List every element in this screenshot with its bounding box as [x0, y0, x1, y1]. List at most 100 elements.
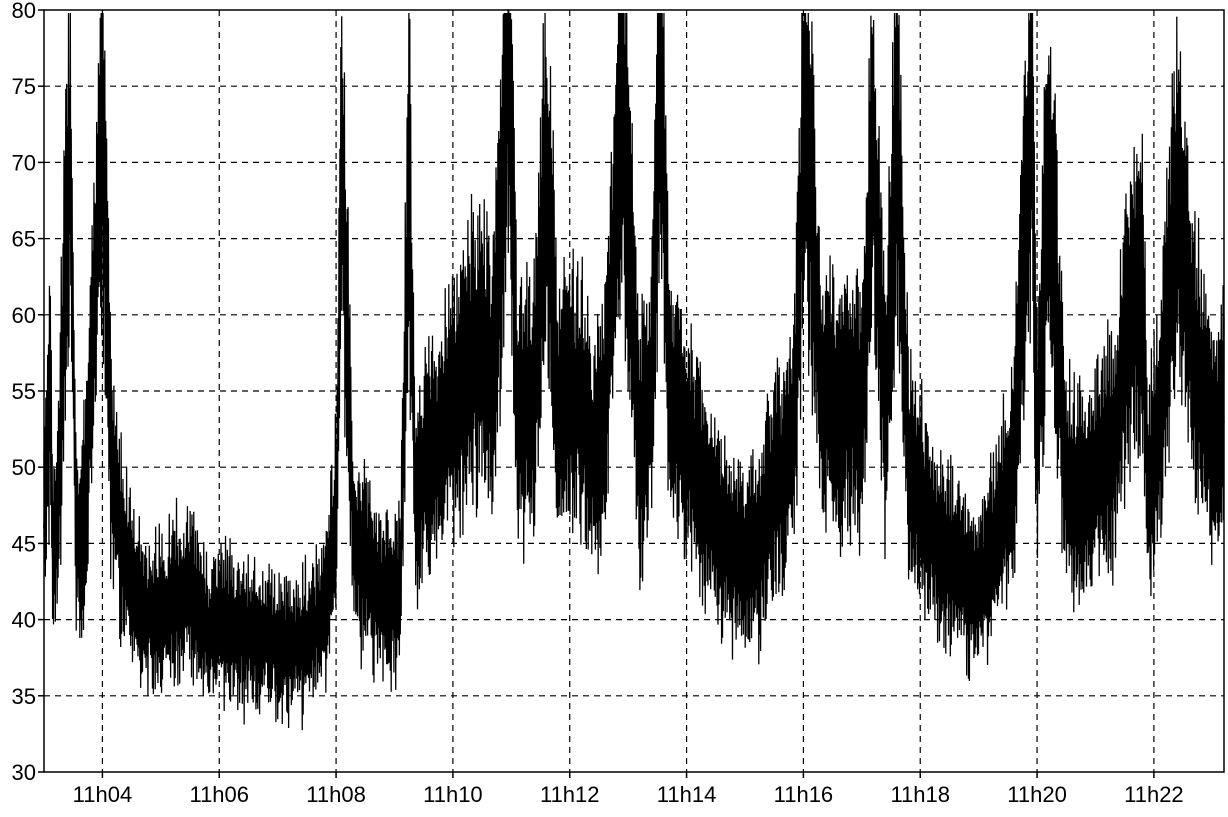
series-point	[154, 619, 156, 621]
x-tick-label: 11h06	[189, 782, 249, 807]
series-point	[137, 604, 139, 606]
x-tick-label: 11h20	[1007, 782, 1067, 807]
series-point	[794, 421, 796, 423]
x-tick-label: 11h08	[306, 782, 366, 807]
series-point	[312, 634, 314, 636]
y-tick-label: 80	[12, 0, 36, 23]
series-point	[592, 451, 594, 453]
series-point	[1048, 162, 1050, 164]
series-point	[668, 390, 670, 392]
y-tick-label: 35	[12, 684, 36, 709]
x-tick-label: 11h14	[657, 782, 717, 807]
series-point	[692, 451, 694, 453]
series-point	[1030, 85, 1032, 87]
series-point	[773, 482, 775, 484]
series-point	[440, 436, 442, 438]
series-point	[423, 466, 425, 468]
series-point	[1101, 466, 1103, 468]
series-point	[960, 573, 962, 575]
series-point	[680, 421, 682, 423]
y-tick-label: 75	[12, 74, 36, 99]
series-point	[651, 390, 653, 392]
series-point	[242, 634, 244, 636]
series-point	[207, 634, 209, 636]
series-point	[820, 390, 822, 392]
y-tick-label: 45	[12, 531, 36, 556]
series-point	[1065, 482, 1067, 484]
series-point	[353, 543, 355, 545]
series-point	[172, 604, 174, 606]
y-tick-label: 70	[12, 150, 36, 175]
series-point	[90, 390, 92, 392]
x-tick-layer: 11h04 11h06 11h08 11h10 11h12 11h14 11h16 11h18…	[73, 772, 1184, 807]
series-point	[1036, 436, 1038, 438]
series-point	[919, 497, 921, 499]
series-point	[110, 466, 112, 468]
series-point	[458, 390, 460, 392]
series-point	[324, 604, 326, 606]
y-tick-layer: 30 35 40 45 50 55 60 65 70 75 80	[12, 0, 44, 785]
series-point	[659, 24, 661, 26]
series-point	[1013, 466, 1015, 468]
series-point	[1112, 451, 1114, 453]
series-point	[81, 543, 83, 545]
series-point	[855, 390, 857, 392]
x-tick-label: 11h04	[73, 782, 133, 807]
series-layer	[43, 9, 1225, 730]
series-point	[838, 405, 840, 407]
series-point	[1159, 421, 1161, 423]
series-point	[1130, 314, 1132, 316]
x-tick-label: 11h22	[1124, 782, 1184, 807]
series-point	[189, 588, 191, 590]
y-tick-label: 40	[12, 608, 36, 633]
series-point	[122, 543, 124, 545]
series-point	[64, 284, 66, 286]
series-point	[52, 558, 54, 560]
series-point	[408, 177, 410, 179]
series-point	[995, 543, 997, 545]
series-point	[937, 543, 939, 545]
series-point	[58, 497, 60, 499]
series-point	[69, 146, 71, 148]
x-tick-label: 11h18	[890, 782, 950, 807]
series-point	[75, 543, 77, 545]
series-point	[873, 146, 875, 148]
series-point	[1176, 192, 1178, 194]
series-point	[388, 604, 390, 606]
series-point	[978, 588, 980, 590]
series-point	[1194, 360, 1196, 362]
series-point	[808, 162, 810, 164]
series-point	[502, 192, 504, 194]
series-point	[733, 543, 735, 545]
series-point	[370, 573, 372, 575]
series-point	[756, 558, 758, 560]
series-point	[803, 131, 805, 133]
series-point	[709, 512, 711, 514]
series-point	[604, 421, 606, 423]
series-point	[335, 527, 337, 529]
series-point	[622, 85, 624, 87]
series-point	[569, 390, 571, 392]
series-point	[265, 634, 267, 636]
series-point	[1083, 497, 1085, 499]
x-tick-label: 11h16	[774, 782, 834, 807]
series-point	[546, 162, 548, 164]
x-tick-label: 11h10	[423, 782, 483, 807]
series-point	[289, 649, 291, 651]
y-tick-label: 30	[12, 760, 36, 785]
series-point	[785, 466, 787, 468]
series-point	[861, 421, 863, 423]
series-point	[1141, 268, 1143, 270]
series-point	[475, 344, 477, 346]
series-point	[400, 588, 402, 590]
series-point	[908, 466, 910, 468]
series-point	[557, 405, 559, 407]
y-tick-label: 65	[12, 227, 36, 252]
series-point	[896, 116, 898, 118]
series-point	[49, 360, 51, 362]
y-tick-label: 50	[12, 455, 36, 480]
y-tick-label: 60	[12, 303, 36, 328]
series-point	[581, 405, 583, 407]
series-point	[414, 497, 416, 499]
